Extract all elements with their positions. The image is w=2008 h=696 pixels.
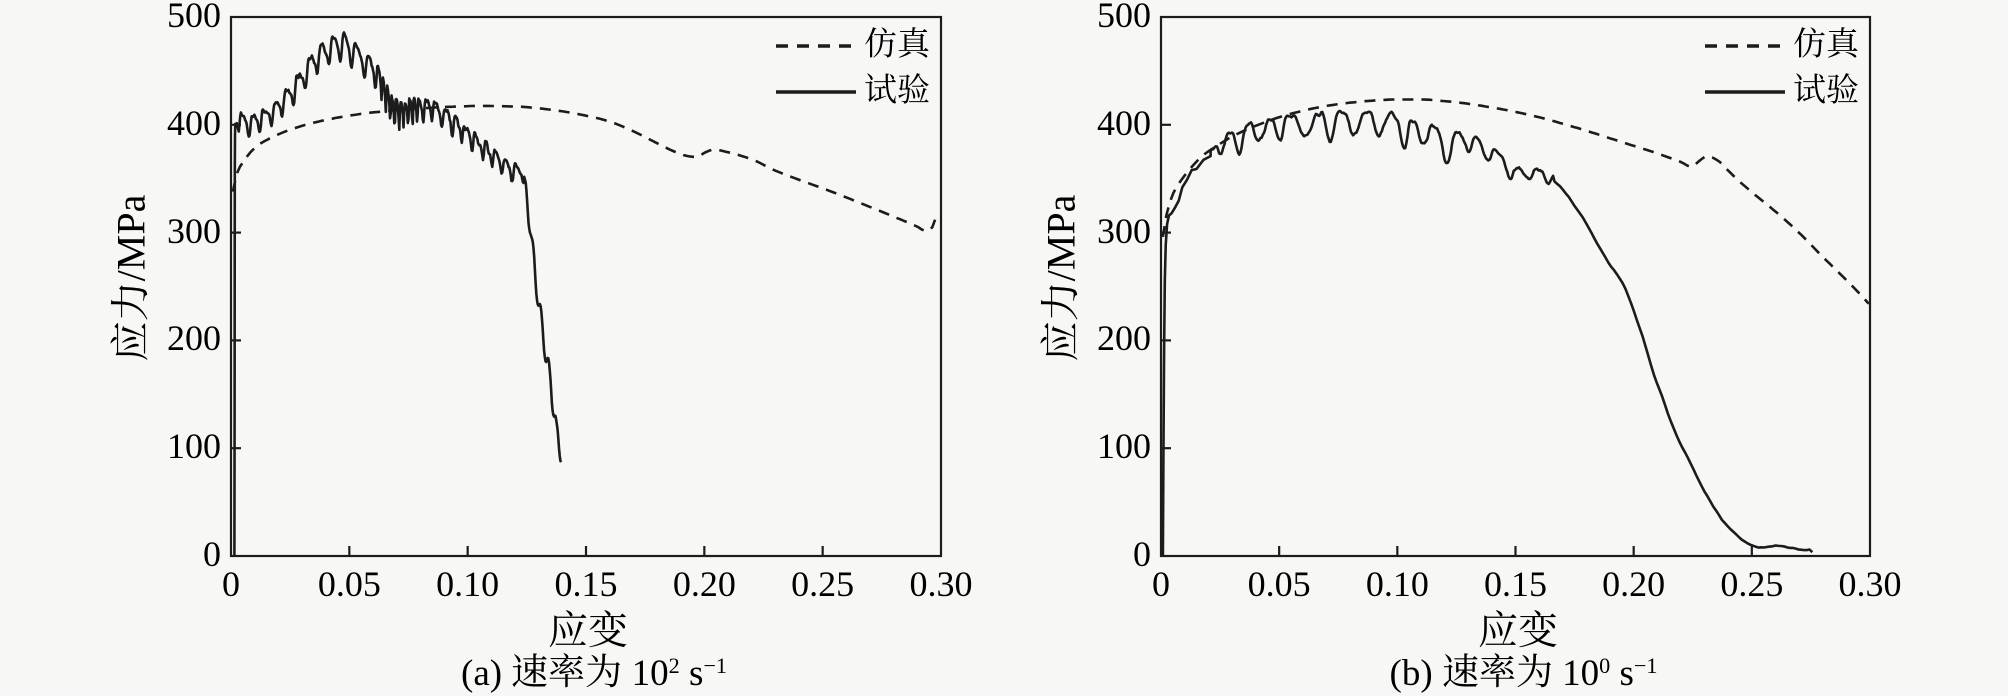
x-tick-label: 0.05: [317, 564, 381, 604]
curve-experiment: [1161, 109, 1814, 557]
legend-label-simulation: [1793, 27, 1859, 62]
cjk-glyph: [1827, 73, 1858, 104]
x-axis-label: [1478, 610, 1558, 651]
cjk-glyph: [1794, 27, 1825, 58]
y-tick-label: 400: [1097, 102, 1151, 143]
cjk-glyph: [1827, 27, 1858, 58]
cjk-glyph: [898, 73, 929, 104]
cjk-glyph: [1517, 653, 1551, 688]
cjk-glyph: [110, 322, 148, 360]
caption-text: [511, 653, 622, 694]
axes-frame: [229, 15, 943, 558]
x-tick-label: 0.20: [672, 564, 736, 604]
x-tick-label: 0: [1152, 564, 1170, 604]
cjk-glyph: [1040, 322, 1078, 360]
y-tick-label: 500: [1097, 0, 1151, 35]
x-tick-label: 0.30: [909, 564, 973, 604]
x-tick-label: 0.30: [1838, 564, 1902, 604]
x-tick-label: 0.25: [791, 564, 855, 604]
cjk-glyph: [586, 653, 621, 688]
caption-unit-exponent: −1: [703, 652, 727, 678]
cjk-glyph: [1443, 653, 1478, 688]
x-tick-label: 0.05: [1247, 564, 1311, 604]
y-axis-label: /MPa: [109, 194, 154, 361]
cjk-glyph: [589, 610, 627, 648]
x-axis-label: [548, 610, 628, 651]
caption-rate-exponent: 2: [668, 652, 680, 678]
x-tick-label: 0.25: [1720, 564, 1784, 604]
cjk-glyph: [865, 73, 897, 104]
panel-caption: (b) 100 s−1: [1389, 652, 1658, 694]
caption-index: (b): [1389, 652, 1433, 694]
tick-marks: [1161, 123, 1753, 556]
legend-dashed-line: [1705, 44, 1785, 48]
caption-rate-base: 10: [1562, 652, 1600, 694]
curve-experiment: [233, 31, 563, 557]
cjk-glyph: [1794, 73, 1826, 104]
y-tick-label: 0: [1133, 534, 1151, 574]
y-axis-label: /MPa: [1039, 194, 1084, 361]
x-tick-label: 0.10: [436, 564, 500, 604]
legend-label-experiment: [1793, 73, 1859, 108]
y-tick-label: 400: [167, 102, 221, 143]
curve-simulation: [1161, 98, 1870, 305]
cjk-glyph: [1518, 610, 1557, 648]
cjk-glyph: [512, 653, 548, 688]
cjk-glyph: [898, 27, 929, 58]
panel-caption: (a) 102 s−1: [461, 653, 727, 692]
cjk-glyph: [1480, 653, 1515, 688]
caption-unit: s: [688, 652, 704, 694]
x-tick-label: 0.15: [1484, 564, 1547, 604]
x-tick-label: 0.10: [1365, 564, 1429, 604]
y-tick-label: 0: [203, 534, 221, 574]
caption-unit-exponent: −1: [1633, 652, 1658, 678]
cjk-glyph: [1040, 284, 1078, 319]
legend-label-experiment: [864, 73, 930, 108]
y-tick-label: 300: [167, 210, 221, 251]
y-tick-label: 100: [1097, 426, 1151, 467]
caption-text: [1442, 653, 1553, 694]
plot-area-b: [1159, 15, 1872, 558]
axes-frame: [1159, 15, 1872, 558]
chart-panel-b: 0 0.05 0.10 0.15 0.20 0.25 0.30 0 100 200 300 400 50…: [1004, 0, 2008, 696]
y-tick-label: 500: [167, 0, 221, 35]
caption-rate-exponent: 0: [1599, 652, 1611, 678]
chart-panel-a: 0 0.05 0.10 0.15 0.20 0.25 0.30 0 100 200 300 400 50…: [109, 0, 973, 692]
cjk-glyph: [1479, 610, 1516, 648]
caption-rate-base: 10: [631, 652, 669, 694]
caption-unit: s: [1619, 652, 1634, 694]
plot-area-a: [229, 15, 943, 558]
curve-simulation: [231, 104, 937, 233]
x-tick-label: 0.15: [554, 564, 618, 604]
y-tick-label: 300: [1097, 210, 1151, 251]
caption-index: (a): [461, 652, 503, 694]
legend-solid-line: [776, 90, 856, 94]
legend-solid-line: [1705, 90, 1785, 94]
cjk-glyph: [110, 284, 148, 319]
legend-dashed-line: [776, 44, 856, 48]
legend-label-simulation: [864, 27, 930, 62]
cjk-glyph: [549, 653, 584, 688]
y-tick-label: 200: [167, 318, 221, 359]
x-tick-label: 0: [222, 564, 240, 604]
cjk-glyph: [549, 610, 587, 648]
cjk-glyph: [865, 27, 896, 58]
y-tick-label: 200: [1097, 318, 1151, 359]
x-tick-label: 0.20: [1602, 564, 1666, 604]
y-tick-label: 100: [167, 426, 221, 467]
